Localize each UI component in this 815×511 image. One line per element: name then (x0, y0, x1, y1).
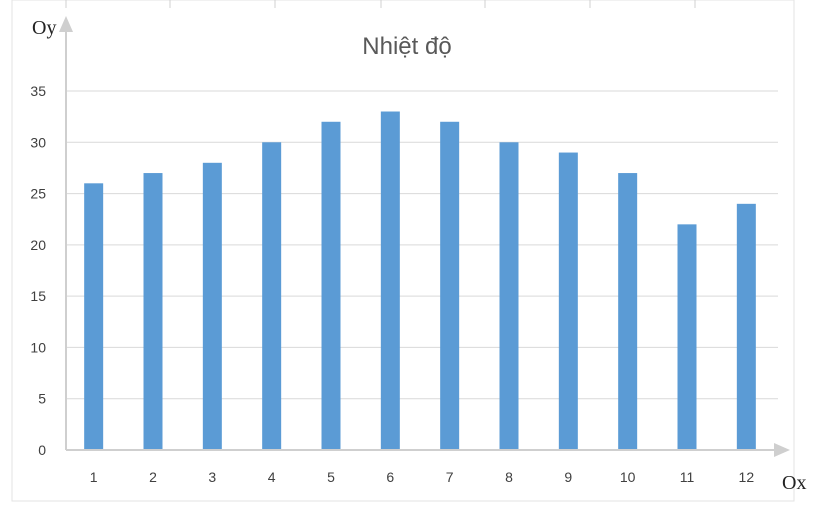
y-axis-arrow (59, 16, 73, 32)
y-tick-labels: 0 5 10 15 20 25 30 35 (30, 83, 46, 458)
chart-frame (11, 0, 795, 502)
x-axis-arrow (774, 443, 790, 457)
bar (262, 142, 282, 451)
bar (618, 173, 638, 451)
chart-border (11, 0, 795, 502)
x-tick-label: 8 (505, 469, 513, 485)
x-axis-label: Ox (782, 472, 806, 494)
y-tick-label: 5 (38, 391, 46, 407)
y-tick-label: 25 (30, 186, 46, 202)
x-tick-label: 9 (564, 469, 572, 485)
bar (558, 152, 578, 451)
y-tick-label: 15 (30, 288, 46, 304)
bar (380, 111, 400, 450)
x-tick-label: 12 (739, 469, 755, 485)
y-axis-label: Oy (32, 17, 56, 39)
bar (440, 121, 460, 451)
y-tick-label: 10 (30, 339, 46, 355)
x-tick-label: 11 (680, 469, 695, 485)
bar (143, 173, 163, 451)
chart-title: Nhiệt độ (362, 33, 451, 60)
y-tick-label: 35 (30, 83, 46, 99)
y-tick-label: 20 (30, 237, 46, 253)
bar (202, 162, 222, 451)
x-tick-label: 6 (386, 469, 394, 485)
bar (736, 203, 756, 450)
x-tick-label: 5 (327, 469, 335, 485)
x-tick-label: 3 (208, 469, 216, 485)
axes (59, 16, 790, 457)
gridlines (66, 90, 778, 400)
x-tick-label: 1 (90, 469, 98, 485)
x-tick-label: 10 (620, 469, 636, 485)
bar-series (84, 111, 756, 451)
bar (677, 224, 697, 450)
y-tick-label: 30 (30, 134, 46, 150)
y-tick-label: 0 (38, 442, 46, 458)
x-tick-label: 7 (446, 469, 454, 485)
x-tick-labels: 1 2 3 4 5 6 7 8 9 10 11 12 (90, 469, 755, 485)
bar (499, 142, 519, 451)
bar (84, 183, 104, 451)
x-tick-label: 2 (149, 469, 157, 485)
x-tick-label: 4 (268, 469, 276, 485)
bar (321, 121, 341, 451)
